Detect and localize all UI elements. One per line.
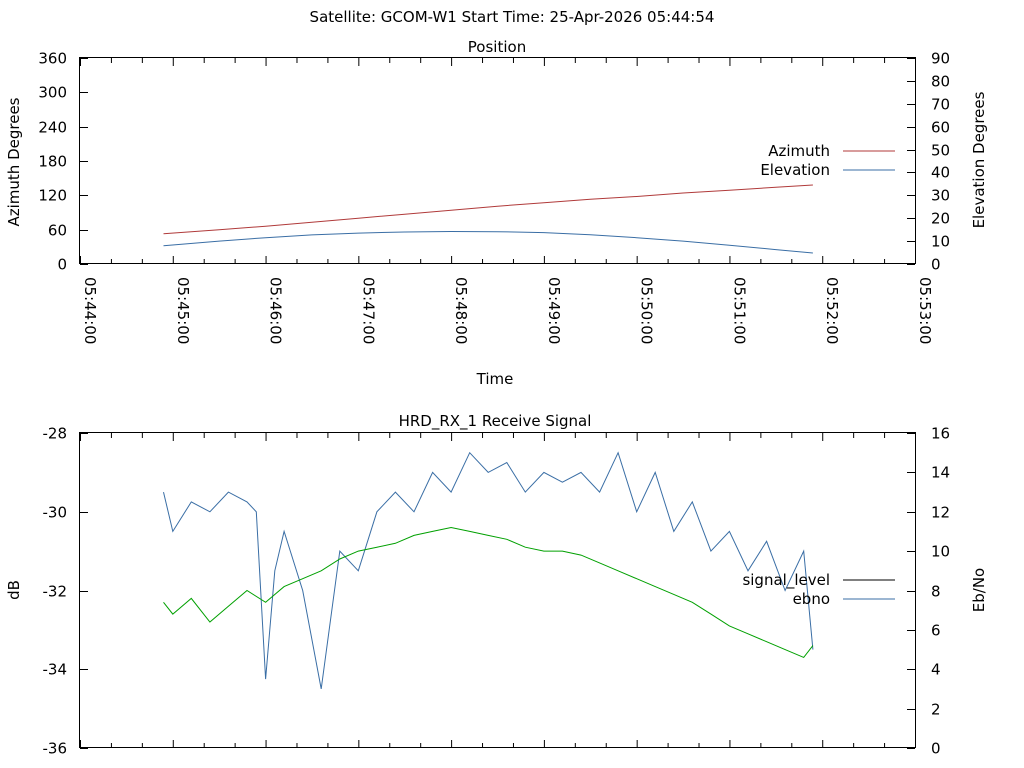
y-right-tick-label: 2 (931, 701, 941, 719)
db-axis-label: dB (5, 580, 23, 600)
receive-signal-chart: HRD_RX_1 Receive Signal -36-34-32-30-28 … (5, 412, 988, 758)
y-left-tick-label: 120 (38, 187, 67, 205)
ebno-axis-label: Eb/No (970, 568, 988, 612)
signal-plot-frame (79, 432, 916, 748)
position-chart-title: Position (468, 38, 526, 56)
x-tick-label: 05:46:00 (267, 277, 285, 344)
y-right-tick-label: 90 (931, 50, 950, 68)
position-x-ticks: 05:44:00 05:45:00 05:46:00 05:47:00 05:48:00… (80, 58, 934, 344)
x-tick-label: 05:49:00 (545, 277, 563, 344)
y-left-tick-label: 180 (38, 153, 67, 171)
y-right-tick-label: 30 (931, 187, 950, 205)
y-left-tick-label: 240 (38, 119, 67, 137)
x-tick-label: 05:45:00 (174, 277, 192, 344)
y-right-tick-label: 60 (931, 119, 950, 137)
y-left-tick-label: -32 (43, 583, 68, 601)
legend-azimuth-label: Azimuth (768, 142, 830, 160)
y-right-tick-label: 6 (931, 622, 941, 640)
x-tick-label: 05:48:00 (452, 277, 470, 344)
y-right-tick-label: 10 (931, 233, 950, 251)
y-right-tick-label: 20 (931, 210, 950, 228)
y-left-tick-label: -30 (43, 504, 68, 522)
legend-elevation-label: Elevation (760, 161, 830, 179)
y-right-tick-label: 14 (931, 464, 950, 482)
signal-green-series-line (163, 526, 814, 659)
y-left-tick-label: -34 (43, 661, 68, 679)
elevation-axis-label: Elevation Degrees (970, 91, 988, 228)
x-tick-label: 05:50:00 (638, 277, 656, 344)
db-axis-ticks: -36 -34 -32 -30 -28 (43, 425, 88, 758)
y-right-tick-label: 10 (931, 543, 950, 561)
elevation-series-line (163, 230, 813, 254)
figure-title: Satellite: GCOM-W1 Start Time: 25-Apr-20… (310, 8, 715, 26)
signal-legend: signal_level ebno (742, 571, 895, 608)
legend-signal-level-label: signal_level (742, 571, 830, 590)
y-right-tick-label: 0 (931, 256, 941, 274)
y-right-tick-label: 4 (931, 661, 941, 679)
y-left-tick-label: 360 (38, 50, 67, 68)
position-plot-frame (79, 57, 916, 264)
y-right-tick-label: 0 (931, 740, 941, 758)
x-tick-label: 05:47:00 (359, 277, 377, 344)
y-right-tick-label: 50 (931, 142, 950, 160)
position-legend: Azimuth Elevation (760, 142, 895, 179)
azimuth-axis-ticks: 0 60 120 180 240 300 360 (38, 50, 88, 274)
signal-x-ticks (80, 433, 916, 748)
y-left-tick-label: -28 (43, 425, 68, 443)
y-right-tick-label: 80 (931, 73, 950, 91)
elevation-axis-ticks: 0 10 20 30 40 50 60 70 80 90 (907, 50, 950, 274)
y-left-tick-label: 60 (48, 222, 67, 240)
y-left-tick-label: 300 (38, 84, 67, 102)
x-tick-label: 05:52:00 (823, 277, 841, 344)
y-right-tick-label: 12 (931, 504, 950, 522)
azimuth-axis-label: Azimuth Degrees (5, 97, 23, 226)
y-right-tick-label: 16 (931, 425, 950, 443)
azimuth-series-line (163, 184, 813, 235)
y-right-tick-label: 40 (931, 164, 950, 182)
x-tick-label: 05:53:00 (916, 277, 934, 344)
y-right-tick-label: 8 (931, 583, 941, 601)
legend-ebno-label: ebno (793, 590, 830, 608)
x-tick-label: 05:44:00 (81, 277, 99, 344)
y-left-tick-label: -36 (43, 740, 68, 758)
ebno-axis-ticks: 0 2 4 6 8 10 12 14 16 (907, 425, 950, 758)
ebno-series-line (163, 451, 814, 689)
y-right-tick-label: 70 (931, 96, 950, 114)
time-axis-label: Time (476, 370, 514, 388)
x-tick-label: 05:51:00 (730, 277, 748, 344)
signal-chart-title: HRD_RX_1 Receive Signal (399, 412, 592, 431)
y-left-tick-label: 0 (57, 256, 67, 274)
position-chart: Position 05:44:00 05:45:00 05:46:00 05:47:0… (5, 38, 988, 388)
